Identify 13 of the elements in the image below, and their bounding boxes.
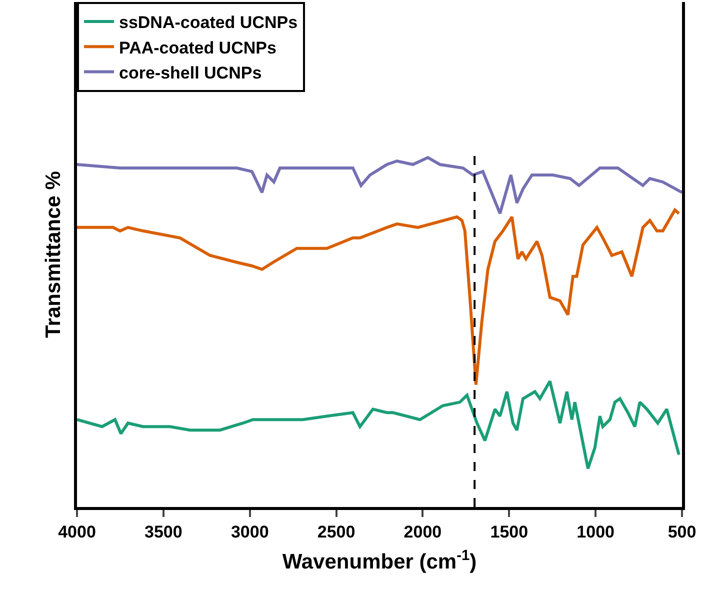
legend-label: core-shell UCNPs [119,63,262,82]
legend-label: PAA-coated UCNPs [119,38,276,58]
x-tick-label: 500 [668,522,696,542]
x-tick-label: 3000 [230,522,269,542]
x-tick-label: 1000 [576,522,614,542]
x-tick-label: 2000 [404,522,442,542]
x-tick-label: 3500 [144,522,182,542]
legend-label: ssDNA-coated UCNPs [119,13,298,32]
y-axis-title: Transmittance % [42,170,66,338]
x-tick-label: 2500 [317,522,356,542]
x-axis-title: Wavenumber (cm$^{-1}$) [282,548,477,574]
x-tick-label: 4000 [58,522,96,542]
x-tick-label: 1500 [490,522,528,542]
